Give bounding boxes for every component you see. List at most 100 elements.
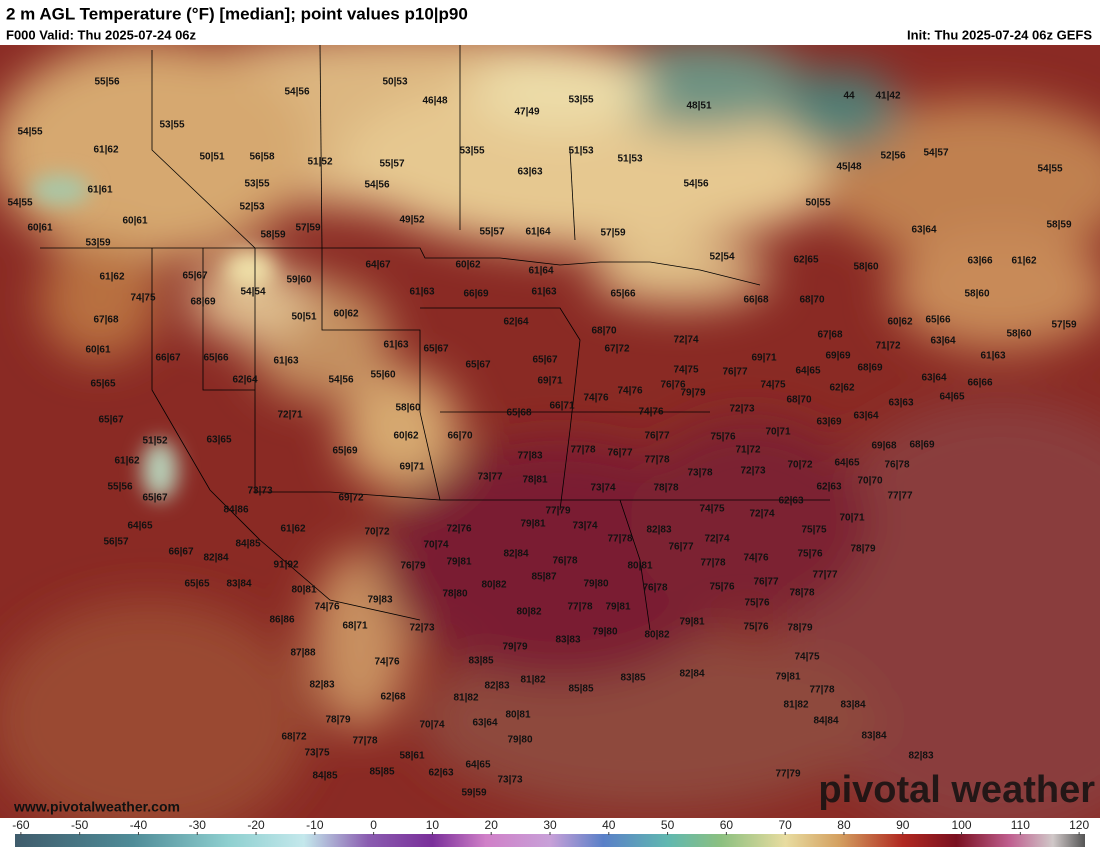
point-value: 65|68: [506, 408, 531, 419]
point-value: 61|62: [93, 145, 118, 156]
point-value: 80|82: [644, 630, 669, 641]
point-value: 77|83: [517, 451, 542, 462]
point-value: 72|73: [740, 466, 765, 477]
point-value: 77|79: [775, 769, 800, 780]
point-value: 44: [843, 91, 855, 102]
colorbar-tick-label: 80: [837, 818, 851, 832]
init-time: Init: Thu 2025-07-24 06z GEFS: [907, 27, 1092, 42]
point-value: 82|84: [503, 549, 528, 560]
point-value: 74|76: [374, 657, 399, 668]
point-value: 84|86: [223, 505, 248, 516]
colorbar-tick-label: 20: [485, 818, 499, 832]
colorbar-tick-label: 110: [1011, 818, 1030, 832]
point-value: 57|59: [1051, 320, 1076, 331]
point-value: 62|65: [793, 255, 818, 266]
colorbar-tick-label: 60: [720, 818, 734, 832]
point-value: 50|51: [291, 312, 316, 323]
point-value: 59|60: [286, 275, 311, 286]
point-value: 73|73: [247, 486, 272, 497]
point-value: 65|67: [465, 360, 490, 371]
point-value: 74|75: [673, 365, 698, 376]
point-value: 55|60: [370, 370, 395, 381]
point-value: 70|72: [364, 527, 389, 538]
point-value: 62|63: [816, 482, 841, 493]
colorbar: [15, 834, 1085, 847]
point-value: 76|78: [552, 556, 577, 567]
point-value: 75|76: [744, 598, 769, 609]
point-value: 54|56: [328, 375, 353, 386]
point-value: 56|58: [249, 152, 274, 163]
point-value: 61|63: [980, 351, 1005, 362]
point-value: 67|68: [817, 330, 842, 341]
point-value: 83|84: [840, 700, 865, 711]
point-value: 55|56: [94, 77, 119, 88]
colorbar-tick-label: 100: [952, 818, 972, 832]
point-value: 79|81: [605, 602, 630, 613]
point-value: 61|62: [114, 456, 139, 467]
point-value: 70|74: [423, 540, 448, 551]
point-value: 52|53: [239, 202, 264, 213]
point-value: 62|68: [380, 692, 405, 703]
point-value: 66|68: [743, 295, 768, 306]
point-value: 74|75: [794, 652, 819, 663]
point-value: 63|64: [911, 225, 936, 236]
point-value: 75|75: [801, 525, 826, 536]
colorbar-tick-label: 50: [661, 818, 675, 832]
point-value: 74|76: [314, 602, 339, 613]
point-value: 74|76: [617, 386, 642, 397]
colorbar-tick-label: 70: [778, 818, 792, 832]
point-value: 85|85: [568, 684, 593, 695]
point-value: 70|71: [765, 427, 790, 438]
point-value: 51|53: [617, 154, 642, 165]
point-value: 66|66: [967, 378, 992, 389]
point-value: 54|56: [683, 179, 708, 190]
point-value: 73|77: [477, 472, 502, 483]
point-value: 69|72: [338, 493, 363, 504]
point-value: 79|79: [502, 642, 527, 653]
point-value: 77|79: [545, 506, 570, 517]
point-value: 84|85: [235, 539, 260, 550]
point-value: 41|42: [875, 91, 900, 102]
point-value: 76|78: [884, 460, 909, 471]
point-value: 62|64: [232, 375, 257, 386]
point-value: 86|86: [269, 615, 294, 626]
point-value: 55|56: [107, 482, 132, 493]
map-field: [0, 45, 1100, 818]
point-value: 50|53: [382, 77, 407, 88]
point-value: 61|62: [280, 524, 305, 535]
point-value: 77|78: [567, 602, 592, 613]
point-value: 62|64: [503, 317, 528, 328]
point-value: 79|81: [775, 672, 800, 683]
colorbar-tick-label: -20: [247, 818, 265, 832]
point-value: 82|83: [908, 751, 933, 762]
point-value: 58|61: [399, 751, 424, 762]
point-value: 68|70: [786, 395, 811, 406]
point-value: 73|74: [572, 521, 597, 532]
colorbar-tick-label: -50: [71, 818, 89, 832]
point-value: 69|71: [399, 462, 424, 473]
point-value: 66|70: [447, 431, 472, 442]
point-value: 65|66: [610, 289, 635, 300]
title: 2 m AGL Temperature (°F) [median]; point…: [6, 4, 468, 23]
point-value: 82|83: [646, 525, 671, 536]
point-value: 53|55: [568, 95, 593, 106]
point-value: 58|60: [853, 262, 878, 273]
point-value: 76|78: [642, 583, 667, 594]
colorbar-tick-label: -40: [130, 818, 148, 832]
point-value: 61|62: [99, 272, 124, 283]
point-value: 72|76: [446, 524, 471, 535]
point-value: 63|63: [888, 398, 913, 409]
point-value: 77|78: [809, 685, 834, 696]
point-value: 50|55: [805, 198, 830, 209]
point-value: 78|78: [789, 588, 814, 599]
point-value: 76|77: [722, 367, 747, 378]
point-value: 66|67: [168, 547, 193, 558]
point-value: 74|76: [638, 407, 663, 418]
point-value: 61|63: [273, 356, 298, 367]
colorbar-tick-label: 10: [426, 818, 440, 832]
point-value: 75|76: [797, 549, 822, 560]
point-value: 68|70: [591, 326, 616, 337]
point-value: 80|82: [481, 580, 506, 591]
point-value: 54|55: [7, 198, 32, 209]
point-value: 69|71: [537, 376, 562, 387]
